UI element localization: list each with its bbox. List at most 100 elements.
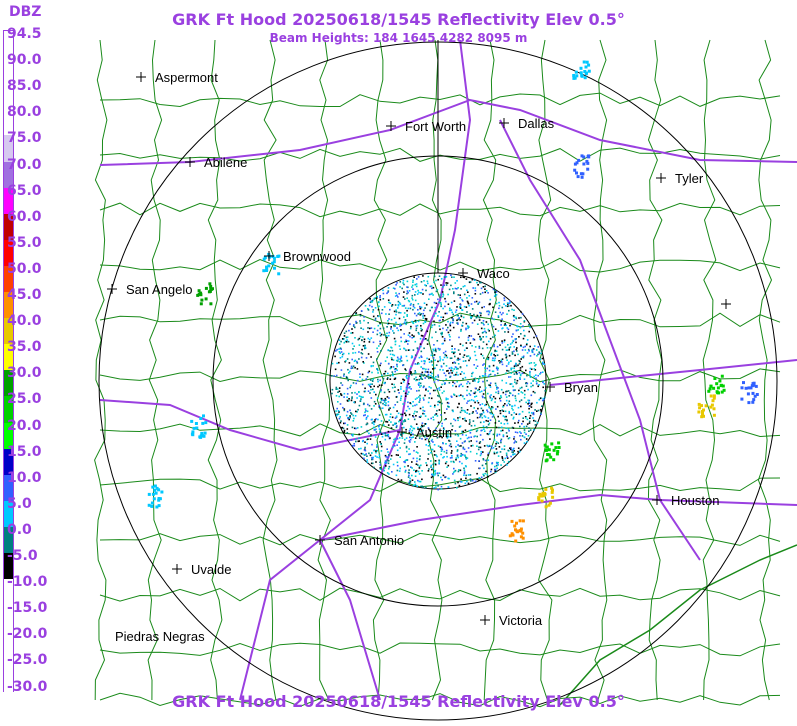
echo-pixel: [521, 410, 524, 413]
echo-pixel: [389, 437, 391, 439]
echo-pixel: [512, 394, 514, 397]
echo-pixel: [506, 369, 508, 372]
storm-cell-pixel: [583, 70, 587, 73]
echo-pixel: [487, 475, 489, 478]
echo-pixel: [378, 425, 380, 428]
echo-pixel: [345, 336, 348, 339]
echo-pixel: [399, 399, 402, 401]
echo-pixel: [361, 373, 364, 376]
echo-pixel: [529, 345, 531, 348]
echo-pixel: [505, 324, 507, 327]
echo-pixel: [463, 293, 466, 296]
echo-pixel: [365, 416, 368, 419]
echo-pixel: [383, 469, 385, 472]
echo-pixel: [456, 359, 459, 361]
city-label: Austin: [416, 425, 452, 440]
echo-pixel: [457, 456, 460, 459]
echo-pixel: [399, 325, 401, 327]
echo-pixel: [528, 399, 531, 402]
echo-pixel: [502, 312, 504, 314]
echo-pixel: [447, 406, 450, 408]
echo-pixel: [404, 438, 406, 441]
echo-pixel: [520, 432, 522, 434]
echo-pixel: [361, 339, 363, 341]
echo-pixel: [497, 442, 500, 444]
echo-pixel: [382, 327, 385, 330]
echo-pixel: [438, 349, 441, 351]
echo-pixel: [432, 389, 435, 392]
echo-pixel: [512, 315, 515, 317]
echo-pixel: [479, 434, 482, 436]
echo-pixel: [525, 343, 528, 346]
echo-pixel: [431, 448, 433, 451]
echo-pixel: [466, 382, 468, 385]
echo-pixel: [389, 350, 391, 352]
echo-pixel: [430, 374, 432, 377]
echo-pixel: [417, 331, 420, 334]
echo-pixel: [338, 417, 341, 420]
echo-pixel: [440, 448, 443, 451]
echo-pixel: [513, 316, 516, 318]
echo-pixel: [389, 302, 392, 304]
storm-cell-pixel: [584, 71, 588, 75]
echo-pixel: [454, 355, 456, 358]
echo-pixel: [434, 389, 437, 392]
echo-pixel: [371, 371, 373, 374]
storm-cell-pixel: [157, 504, 161, 508]
echo-pixel: [508, 347, 511, 349]
echo-pixel: [399, 361, 401, 363]
echo-pixel: [440, 303, 442, 306]
echo-pixel: [379, 322, 381, 324]
storm-cell-pixel: [545, 458, 549, 462]
echo-pixel: [422, 409, 424, 412]
echo-pixel: [452, 321, 454, 324]
echo-pixel: [485, 403, 488, 406]
legend-level-label: 5.0: [7, 495, 32, 512]
echo-pixel: [437, 347, 440, 350]
storm-cell-pixel: [521, 519, 525, 523]
echo-pixel: [409, 436, 411, 439]
legend-swatch: [4, 579, 13, 607]
echo-pixel: [363, 319, 365, 322]
echo-pixel: [411, 320, 413, 323]
echo-pixel: [538, 384, 540, 386]
echo-pixel: [493, 345, 495, 348]
echo-pixel: [468, 382, 471, 385]
echo-pixel: [507, 437, 510, 440]
echo-pixel: [504, 457, 507, 460]
echo-pixel: [488, 340, 490, 343]
echo-pixel: [401, 413, 404, 416]
echo-pixel: [528, 411, 530, 414]
echo-pixel: [471, 308, 474, 310]
legend-swatch: [4, 31, 13, 59]
storm-cell-pixel: [537, 498, 541, 502]
echo-pixel: [354, 366, 356, 369]
echo-pixel: [493, 295, 496, 297]
storm-cell-pixel: [155, 505, 159, 509]
echo-pixel: [435, 312, 437, 315]
storm-cell-pixel: [552, 448, 556, 452]
storm-cell-pixel: [192, 426, 196, 430]
storm-cell-pixel: [151, 492, 155, 496]
echo-pixel: [532, 417, 534, 419]
echo-pixel: [466, 311, 468, 313]
echo-pixel: [413, 307, 416, 309]
echo-pixel: [414, 437, 417, 439]
echo-pixel: [400, 386, 402, 388]
echo-pixel: [530, 368, 533, 370]
echo-pixel: [475, 440, 478, 443]
storm-cell-pixel: [547, 453, 551, 457]
echo-pixel: [384, 434, 387, 437]
echo-pixel: [473, 319, 476, 322]
echo-pixel: [427, 275, 430, 278]
storm-cell-pixel: [719, 383, 723, 387]
echo-pixel: [457, 359, 460, 361]
echo-pixel: [346, 377, 349, 379]
echo-pixel: [403, 379, 406, 381]
echo-pixel: [470, 405, 472, 407]
echo-pixel: [390, 454, 393, 457]
storm-cell-pixel: [153, 484, 157, 488]
echo-pixel: [435, 290, 438, 293]
echo-pixel: [519, 374, 522, 377]
